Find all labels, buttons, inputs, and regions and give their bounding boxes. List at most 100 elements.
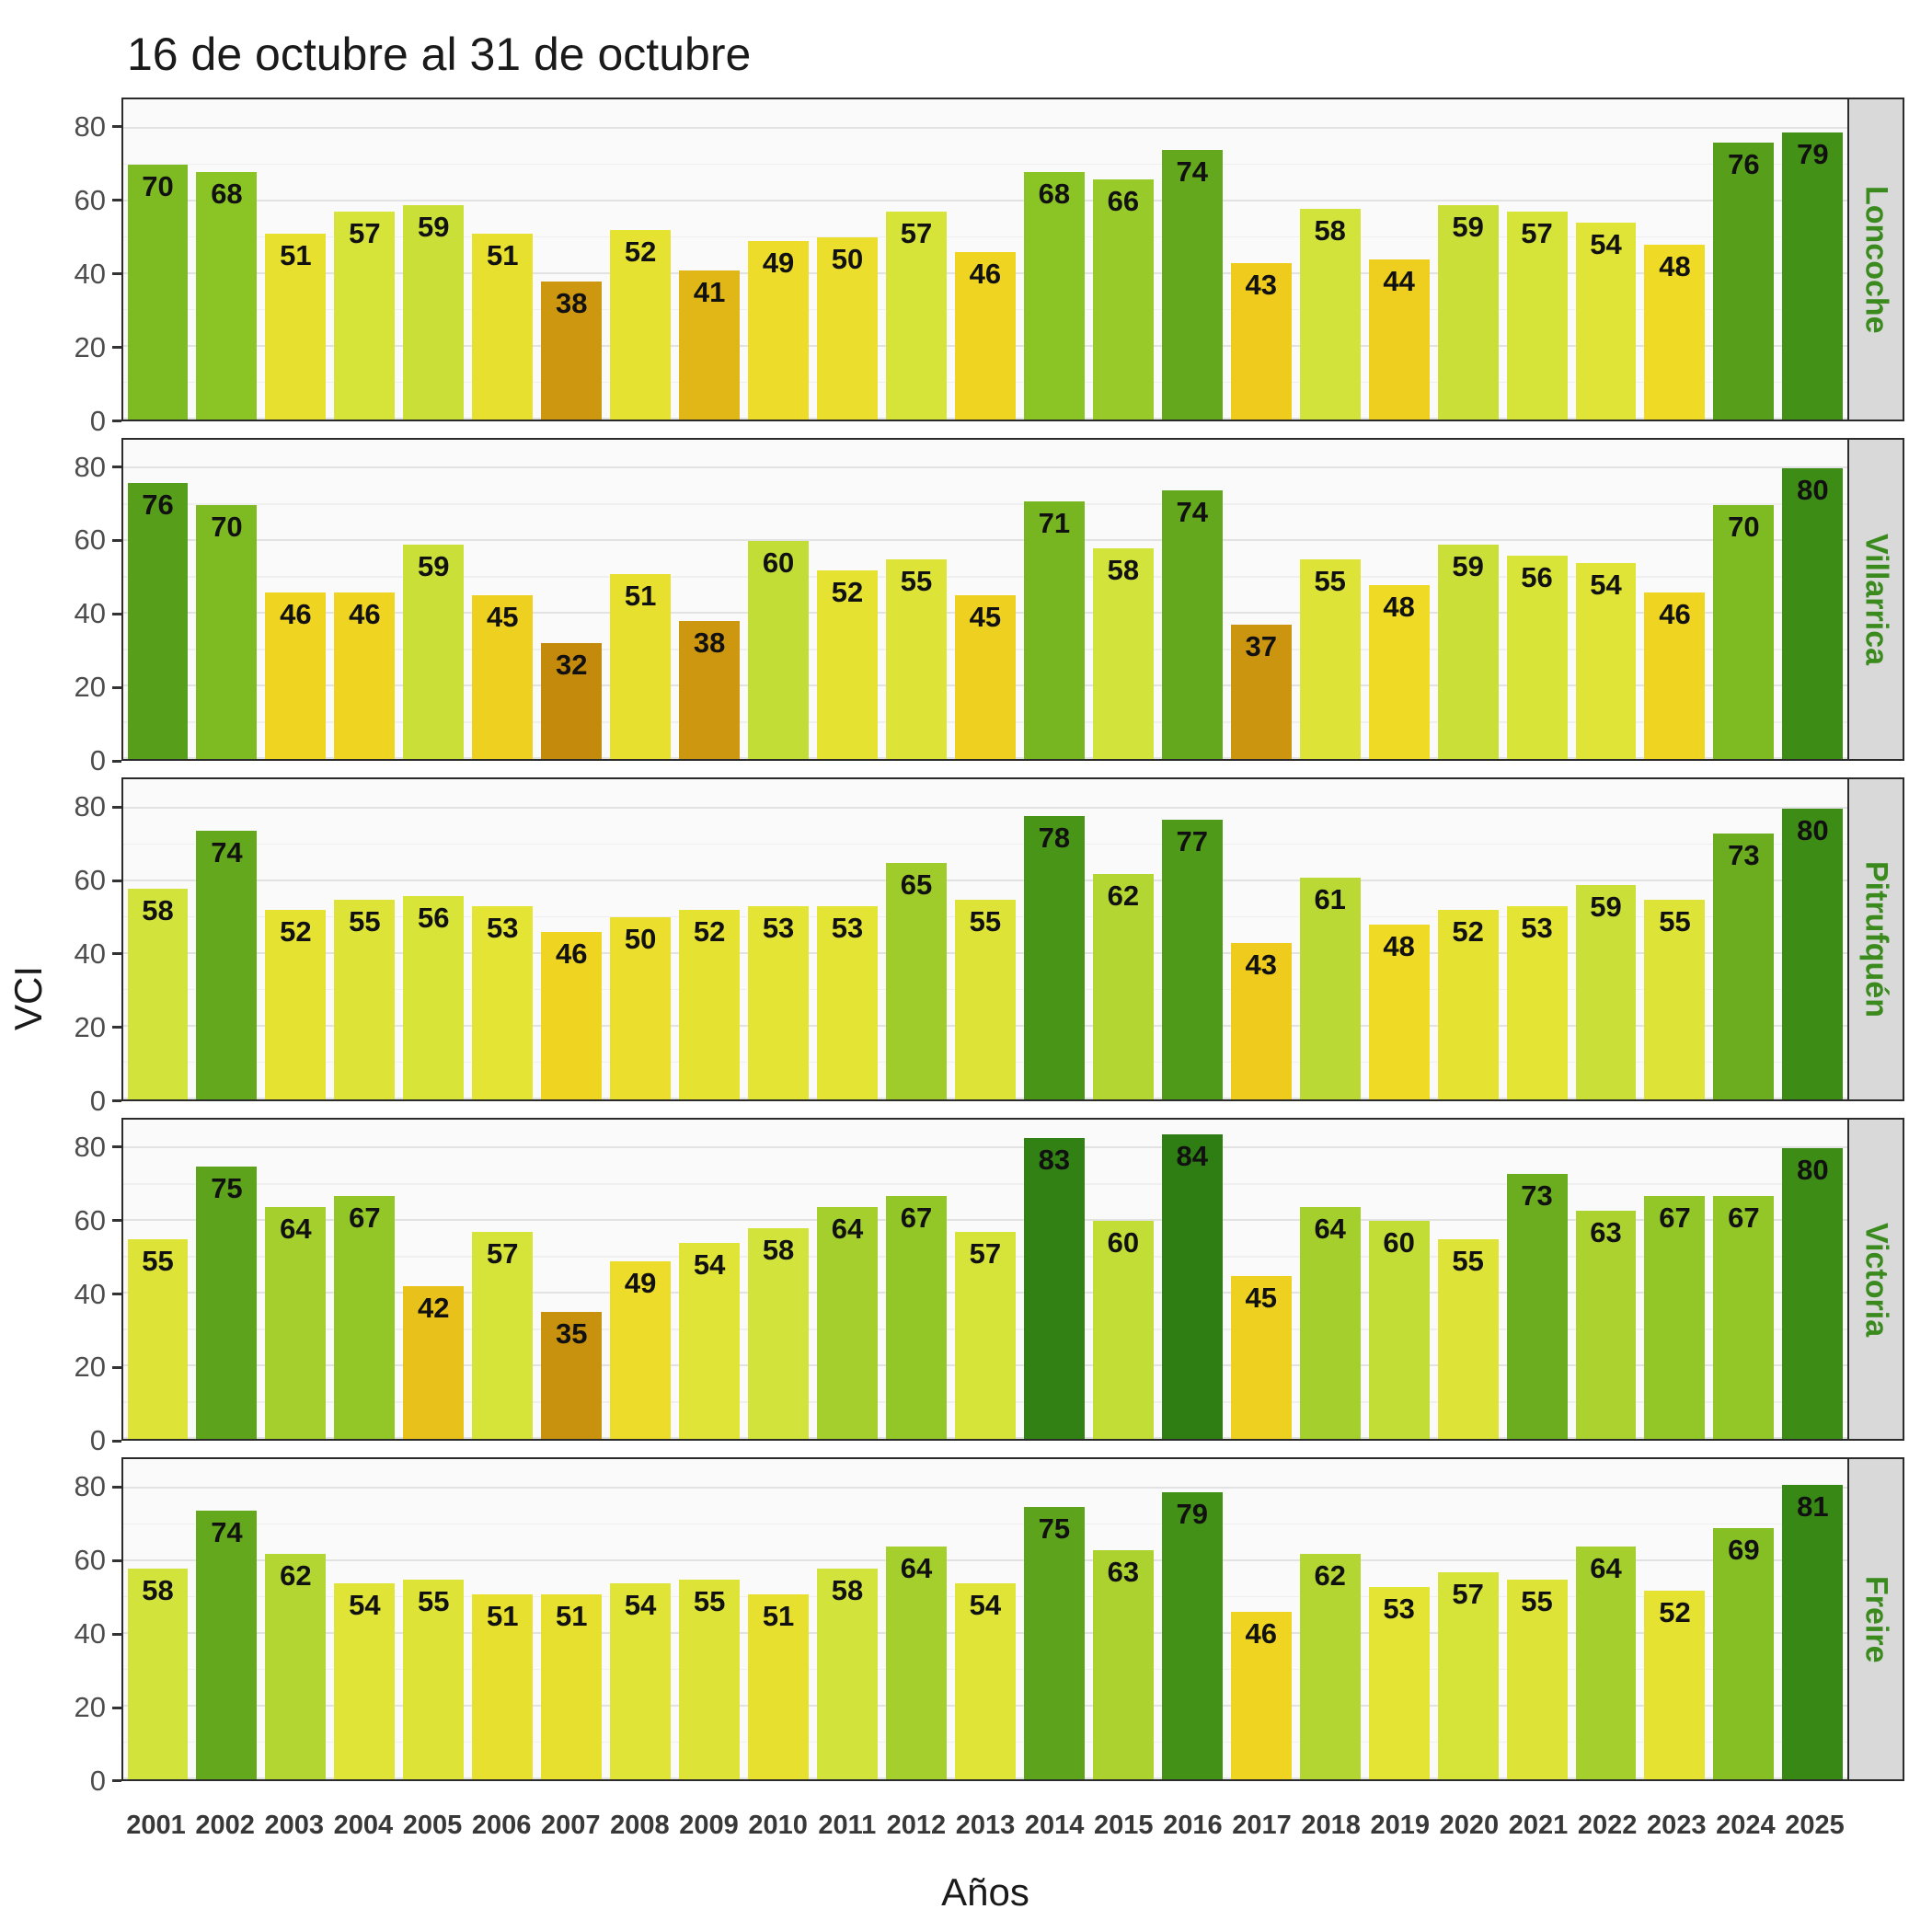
bar-value-label: 73 (1728, 839, 1760, 872)
bar-value-label: 83 (1038, 1143, 1071, 1176)
bar-slot-2007: 32 (537, 440, 606, 760)
bar-Victoria-2008: 49 (610, 1260, 672, 1440)
x-axis-year-label: 2004 (333, 1810, 394, 1840)
bar-Victoria-2003: 64 (265, 1206, 327, 1440)
bar-slot-2024: 73 (1709, 779, 1778, 1099)
bar-Victoria-2012: 67 (885, 1195, 947, 1440)
bar-slot-2015: 60 (1088, 1120, 1157, 1440)
x-axis-year-label: 2016 (1163, 1810, 1223, 1840)
bar-Victoria-2022: 63 (1575, 1210, 1637, 1440)
bar-value-label: 55 (1521, 1584, 1553, 1617)
bar-Pitrufquén-2021: 53 (1506, 906, 1568, 1099)
facet-panel: 58 74 62 54 55 51 51 54 55 51 58 64 54 75 63 79 46 62 53 57… (121, 1457, 1849, 1781)
bar-slot-2023: 67 (1640, 1120, 1709, 1440)
gridline-minor (123, 1183, 1847, 1185)
y-axis-tick-label: 40 (74, 1617, 106, 1650)
bar-Freire-2019: 53 (1368, 1586, 1430, 1779)
bar-value-label: 45 (487, 601, 519, 634)
y-axis-tick-mark (112, 952, 121, 956)
bar-value-label: 55 (349, 904, 381, 937)
y-axis: 0 20 40 60 80 (53, 438, 121, 776)
x-axis-year-label: 2017 (1232, 1810, 1292, 1840)
x-axis-title-row: Años (53, 1866, 1904, 1919)
bar-slot-2004: 55 (330, 779, 399, 1099)
bar-Victoria-2024: 67 (1713, 1195, 1775, 1440)
bar-Loncoche-2021: 57 (1506, 212, 1568, 420)
y-axis-tick-label: 20 (74, 1010, 106, 1043)
y-axis-tick-label: 40 (74, 257, 106, 290)
bar-Pitrufquén-2018: 61 (1299, 877, 1361, 1099)
y-axis-tick: 0 (90, 405, 121, 438)
gridline-major (123, 879, 1847, 881)
chart-title: 16 de octubre al 31 de octubre (127, 29, 752, 80)
bar-slot-2010: 49 (744, 99, 813, 420)
bar-Villarrica-2011: 52 (817, 569, 878, 760)
bar-value-label: 57 (900, 217, 933, 250)
y-axis-tick: 80 (75, 110, 121, 144)
bars-container: 55 75 64 67 42 57 35 49 54 58 64 67 57 83 60 84 45 64 60 55… (123, 1120, 1847, 1440)
x-axis-year-label: 2013 (955, 1810, 1016, 1840)
bar-Freire-2022: 64 (1575, 1547, 1637, 1779)
x-axis-year-label: 2020 (1439, 1810, 1500, 1840)
bar-value-label: 62 (1107, 879, 1140, 912)
bar-slot-2018: 58 (1295, 99, 1364, 420)
bar-slot-2004: 54 (330, 1459, 399, 1779)
bar-Loncoche-2015: 66 (1092, 178, 1154, 420)
y-axis-tick: 60 (75, 1204, 121, 1237)
bar-Freire-2002: 74 (196, 1510, 258, 1779)
bar-slot-2013: 45 (950, 440, 1019, 760)
bar-Loncoche-2003: 51 (265, 234, 327, 420)
bar-value-label: 55 (969, 904, 1002, 937)
bar-Victoria-2001: 55 (127, 1239, 189, 1440)
x-axis-year-label: 2019 (1370, 1810, 1431, 1840)
y-axis-tick: 60 (75, 864, 121, 897)
y-axis-tick-mark (112, 1439, 121, 1443)
y-axis-tick-mark (112, 1026, 121, 1029)
bar-slot-2019: 44 (1364, 99, 1433, 420)
y-axis-tick: 60 (75, 523, 121, 557)
bar-value-label: 70 (1728, 510, 1760, 543)
gridline-minor (123, 503, 1847, 505)
bar-slot-2008: 51 (606, 440, 675, 760)
bar-Villarrica-2014: 71 (1023, 500, 1085, 760)
bar-slot-2007: 46 (537, 779, 606, 1099)
x-axis-year-label: 2009 (679, 1810, 739, 1840)
bar-slot-2025: 80 (1778, 1120, 1847, 1440)
bar-slot-2017: 43 (1226, 99, 1295, 420)
bar-value-label: 51 (487, 1599, 519, 1632)
bar-value-label: 75 (1038, 1512, 1071, 1545)
gridline-major (123, 1486, 1847, 1489)
y-axis-tick-label: 80 (74, 1130, 106, 1163)
bar-slot-2014: 83 (1019, 1120, 1088, 1440)
bar-Pitrufquén-2005: 56 (403, 895, 465, 1099)
bar-value-label: 32 (555, 648, 588, 681)
y-axis-tick: 40 (75, 597, 121, 630)
y-axis-tick-label: 60 (74, 183, 106, 216)
bar-value-label: 64 (831, 1212, 864, 1245)
bar-value-label: 54 (969, 1588, 1002, 1621)
bar-value-label: 81 (1797, 1490, 1829, 1524)
bar-Victoria-2015: 60 (1092, 1221, 1154, 1440)
bar-Loncoche-2016: 74 (1161, 150, 1223, 420)
bar-Freire-2018: 62 (1299, 1554, 1361, 1779)
y-axis-tick: 60 (75, 184, 121, 217)
bar-Victoria-2007: 35 (541, 1312, 603, 1440)
bar-Villarrica-2023: 46 (1644, 592, 1706, 760)
bar-slot-2005: 55 (399, 1459, 468, 1779)
bar-value-label: 57 (1452, 1577, 1484, 1610)
bar-slot-2021: 73 (1502, 1120, 1571, 1440)
bar-slot-2021: 55 (1502, 1459, 1571, 1779)
bar-value-label: 57 (969, 1237, 1002, 1271)
bar-value-label: 70 (211, 510, 243, 543)
y-axis-tick: 20 (75, 671, 121, 704)
bar-Freire-2005: 55 (403, 1579, 465, 1779)
bar-Freire-2020: 57 (1437, 1571, 1499, 1779)
bar-Loncoche-2002: 68 (196, 172, 258, 420)
y-axis-tick: 0 (90, 1765, 121, 1798)
bar-slot-2007: 35 (537, 1120, 606, 1440)
bar-Loncoche-2018: 58 (1299, 208, 1361, 420)
bar-value-label: 60 (1383, 1226, 1415, 1259)
bar-Victoria-2010: 58 (748, 1228, 810, 1440)
bar-slot-2010: 58 (744, 1120, 813, 1440)
bar-slot-2020: 55 (1433, 1120, 1502, 1440)
